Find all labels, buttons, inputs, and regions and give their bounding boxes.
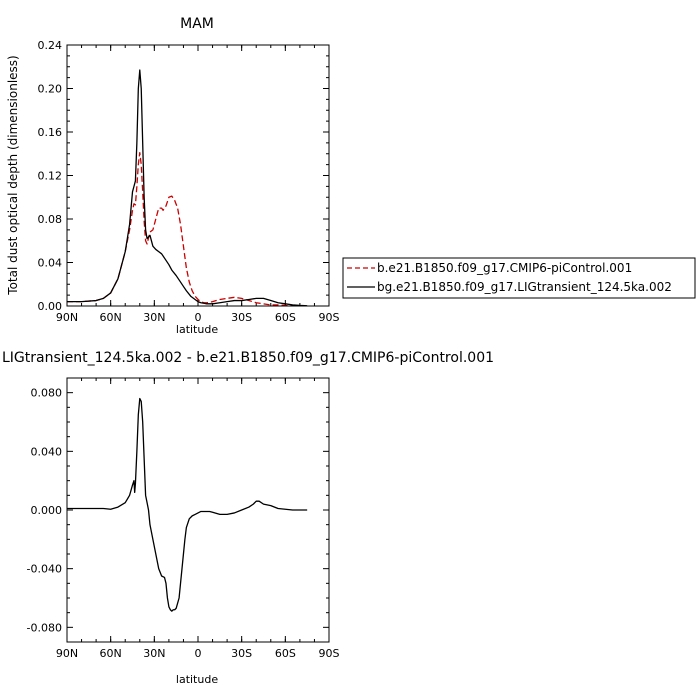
x-axis-label-top: latitude [176,323,218,336]
y-tick-label-bottom: 0.000 [31,504,63,517]
chart-title-bottom: LIGtransient_124.5ka.002 - b.e21.B1850.f… [2,350,494,366]
y-tick-label-bottom: 0.040 [31,445,63,458]
x-axis-label-bottom: latitude [176,673,218,686]
x-tick-label-top: 30S [231,311,252,324]
panel-top: MAM latitude Total dust optical depth (d… [6,16,340,336]
x-tick-label-bottom: 90N [56,647,78,660]
plot-frame-top [66,44,330,307]
y-tick-label-bottom: -0.080 [27,621,62,634]
x-tick-label-bottom: 60S [275,647,296,660]
legend-entry-picontrol: b.e21.B1850.f09_g17.CMIP6-piControl.001 [377,261,632,275]
y-axis-label-top: Total dust optical depth (dimensionless) [6,55,20,295]
panel-bottom: LIGtransient_124.5ka.002 - b.e21.B1850.f… [2,350,494,686]
x-tick-label-top: 90S [319,311,340,324]
y-tick-label-top: 0.12 [38,170,63,183]
x-tick-label-top: 30N [143,311,165,324]
plot-frame-bottom [66,377,330,643]
y-tick-label-top: 0.24 [38,39,63,52]
y-tick-label-bottom: 0.080 [31,387,63,400]
x-tick-label-bottom: 60N [100,647,122,660]
x-tick-label-top: 90N [56,311,78,324]
series-group-top [67,69,308,307]
x-tick-label-top: 0 [195,311,202,324]
x-tick-label-bottom: 30N [143,647,165,660]
y-tick-label-top: 0.08 [38,213,63,226]
y-tick-label-top: 0.04 [38,257,63,270]
legend-box [342,257,696,299]
y-tick-label-top: 0.00 [38,300,63,313]
chart-title-top: MAM [180,16,214,32]
x-tick-label-bottom: 30S [231,647,252,660]
series-line-top-0 [67,152,308,307]
y-tick-label-top: 0.20 [38,83,63,96]
y-tick-label-bottom: -0.040 [27,563,62,576]
series-group-bottom [67,397,308,612]
legend: b.e21.B1850.f09_g17.CMIP6-piControl.001 … [342,257,696,299]
y-tick-label-top: 0.16 [38,126,63,139]
x-tick-label-top: 60N [100,311,122,324]
series-line-top-1 [67,69,308,307]
x-tick-label-bottom: 90S [319,647,340,660]
legend-entry-ligtransient: bg.e21.B1850.f09_g17.LIGtransient_124.5k… [377,280,672,294]
series-line-bottom-0 [67,397,308,612]
x-tick-label-top: 60S [275,311,296,324]
x-tick-label-bottom: 0 [195,647,202,660]
axes-bottom: 90N 60N 30N 0 30S 60S 90S -0.080 -0.040 0.000 0.04… [27,378,340,660]
axes-top: 90N 60N 30N 0 30S 60S 90S 0.00 0.04 0.08 0.12 0.16 0… [38,39,340,324]
